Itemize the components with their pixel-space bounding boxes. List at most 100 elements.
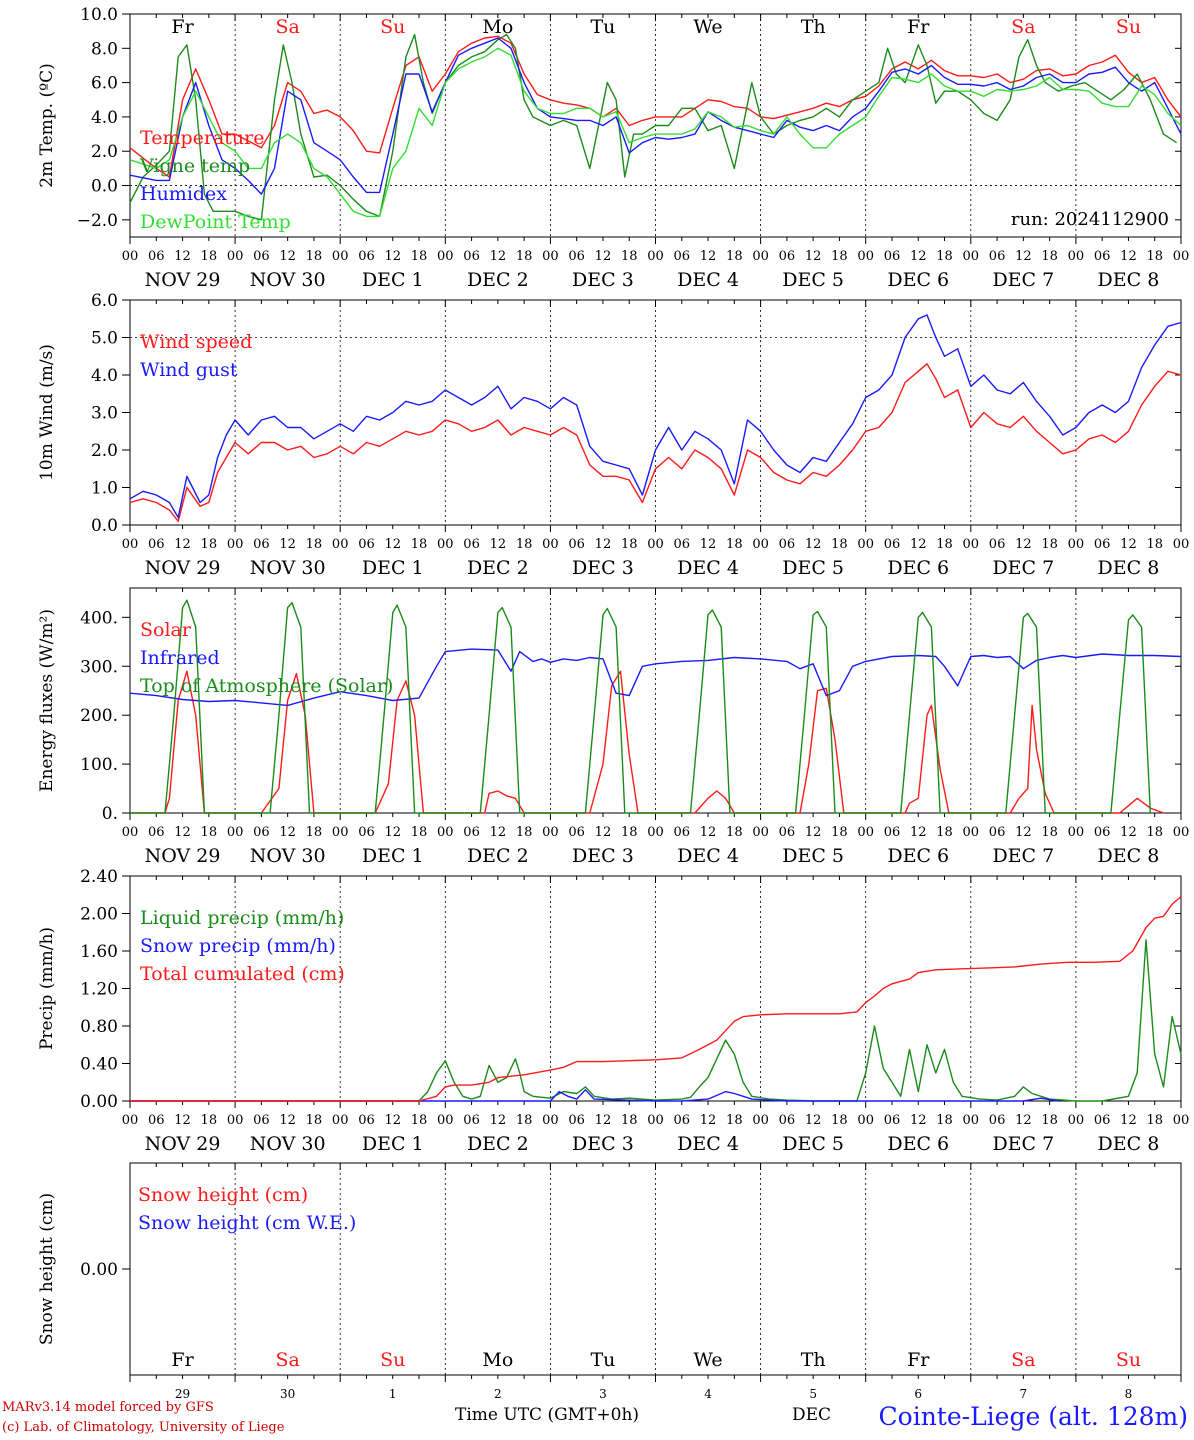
energy-hour-label: 06 — [253, 825, 270, 840]
wind-hour-label: 12 — [805, 537, 822, 552]
energy-hour-label: 06 — [568, 825, 585, 840]
snow-day-number: 5 — [809, 1387, 817, 1400]
month-label: DEC — [792, 1405, 832, 1425]
temperature-date-label: NOV 30 — [250, 269, 326, 291]
energy-hour-label: 06 — [674, 825, 691, 840]
energy-hour-label: 18 — [1146, 825, 1163, 840]
energy-hour-label: 00 — [752, 825, 769, 840]
wind-ytick-label: 6.0 — [91, 291, 118, 311]
energy-series-infrared — [129, 648, 1182, 707]
precip-hour-label: 12 — [490, 1113, 507, 1128]
temperature-axis-title: 2m Temp. (ºC) — [37, 63, 57, 188]
station-label: Cointe-Liege (alt. 128m) — [878, 1402, 1188, 1431]
wind-hour-label: 18 — [1041, 537, 1058, 552]
wind-ytick-label: 2.0 — [91, 441, 118, 461]
wind-hour-label: 18 — [516, 537, 533, 552]
energy-hour-label: 18 — [831, 825, 848, 840]
meteogram-chart: −2.00.02.04.06.08.010.02m Temp. (ºC)00 06… — [37, 5, 1190, 1400]
precip-date-label: DEC 2 — [467, 1133, 529, 1155]
temperature-series-humidex — [129, 37, 1182, 195]
precip-hour-label: 18 — [1146, 1113, 1163, 1128]
wind-hour-label: 18 — [201, 537, 218, 552]
energy-hour-label: 18 — [1041, 825, 1058, 840]
snow-day-number: 8 — [1125, 1387, 1133, 1400]
snow-day-number: 7 — [1020, 1387, 1028, 1400]
energy-hour-label: 12 — [595, 825, 612, 840]
temperature-date-label: DEC 6 — [887, 269, 949, 291]
temperature-ytick-label: 0.0 — [91, 177, 118, 197]
snow-day-number: 30 — [280, 1387, 295, 1400]
precip-hour-label: 12 — [174, 1113, 191, 1128]
energy-hour-label: 00 — [122, 825, 139, 840]
precip-ytick-label: 1.20 — [80, 980, 118, 1000]
snow-axis-title: Snow height (cm) — [37, 1193, 57, 1345]
wind-date-label: DEC 1 — [362, 557, 424, 579]
energy-hour-label: 06 — [148, 825, 165, 840]
precip-ytick-label: 0.00 — [80, 1092, 118, 1112]
energy-ytick-label: 100. — [80, 755, 118, 775]
precip-date-label: NOV 30 — [250, 1133, 326, 1155]
precip-date-label: DEC 7 — [992, 1133, 1054, 1155]
temperature-hour-label: 06 — [989, 249, 1006, 264]
precip-hour-label: 18 — [831, 1113, 848, 1128]
wind-hour-label: 00 — [227, 537, 244, 552]
energy-hour-label: 00 — [647, 825, 664, 840]
precip-hour-label: 12 — [384, 1113, 401, 1128]
energy-hour-label: 12 — [910, 825, 927, 840]
temperature-hour-label: 12 — [910, 249, 927, 264]
energy-date-label: DEC 6 — [887, 845, 949, 867]
snow-day-number: 1 — [389, 1387, 397, 1400]
wind-hour-label: 12 — [910, 537, 927, 552]
snow-weekday-label: Tu — [590, 1349, 615, 1371]
precip-hour-label: 18 — [621, 1113, 638, 1128]
energy-hour-label: 06 — [779, 825, 796, 840]
precip-hour-label: 18 — [1041, 1113, 1058, 1128]
precip-legend-entry: Snow precip (mm/h) — [140, 935, 336, 957]
precip-hour-label: 12 — [595, 1113, 612, 1128]
precip-hour-label: 00 — [1173, 1113, 1190, 1128]
energy-hour-label: 06 — [884, 825, 901, 840]
temperature-series-temperature — [129, 35, 1182, 178]
temperature-hour-label: 18 — [201, 249, 218, 264]
temperature-hour-label: 00 — [963, 249, 980, 264]
energy-hour-label: 12 — [490, 825, 507, 840]
precip-hour-label: 18 — [726, 1113, 743, 1128]
temperature-ytick-label: −2.0 — [77, 211, 118, 231]
wind-hour-label: 12 — [490, 537, 507, 552]
precip-hour-label: 06 — [884, 1113, 901, 1128]
precip-hour-label: 18 — [306, 1113, 323, 1128]
energy-hour-label: 12 — [279, 825, 296, 840]
wind-hour-label: 06 — [989, 537, 1006, 552]
temperature-legend-entry: Humidex — [140, 183, 227, 205]
wind-hour-label: 18 — [1146, 537, 1163, 552]
precip-hour-label: 06 — [358, 1113, 375, 1128]
wind-hour-label: 12 — [1120, 537, 1137, 552]
temperature-weekday-label: Tu — [590, 16, 615, 38]
precip-hour-label: 00 — [122, 1113, 139, 1128]
temperature-hour-label: 06 — [568, 249, 585, 264]
precip-legend-entry: Liquid precip (mm/h) — [140, 907, 344, 929]
temperature-hour-label: 00 — [542, 249, 559, 264]
wind-hour-label: 12 — [384, 537, 401, 552]
energy-hour-label: 00 — [227, 825, 244, 840]
precip-hour-label: 00 — [1068, 1113, 1085, 1128]
snow-weekday-label: Fr — [171, 1349, 194, 1371]
energy-axis-title: Energy fluxes (W/m²) — [37, 609, 57, 792]
energy-legend-entry: Infrared — [140, 647, 220, 669]
temperature-hour-label: 18 — [411, 249, 428, 264]
snow-weekday-label: Fr — [907, 1349, 930, 1371]
wind-hour-label: 06 — [674, 537, 691, 552]
temperature-date-label: DEC 7 — [992, 269, 1054, 291]
snow-weekday-label: Th — [801, 1349, 826, 1371]
wind-ytick-label: 5.0 — [91, 329, 118, 349]
precip-date-label: DEC 4 — [677, 1133, 739, 1155]
temperature-hour-label: 12 — [700, 249, 717, 264]
precip-series-total-cumulated-cm — [130, 896, 1182, 1102]
energy-hour-label: 00 — [542, 825, 559, 840]
snow-day-number: 29 — [175, 1387, 190, 1400]
precip-hour-label: 18 — [516, 1113, 533, 1128]
temperature-hour-label: 18 — [516, 249, 533, 264]
wind-ytick-label: 1.0 — [91, 479, 118, 499]
wind-hour-label: 00 — [1173, 537, 1190, 552]
precip-hour-label: 06 — [779, 1113, 796, 1128]
